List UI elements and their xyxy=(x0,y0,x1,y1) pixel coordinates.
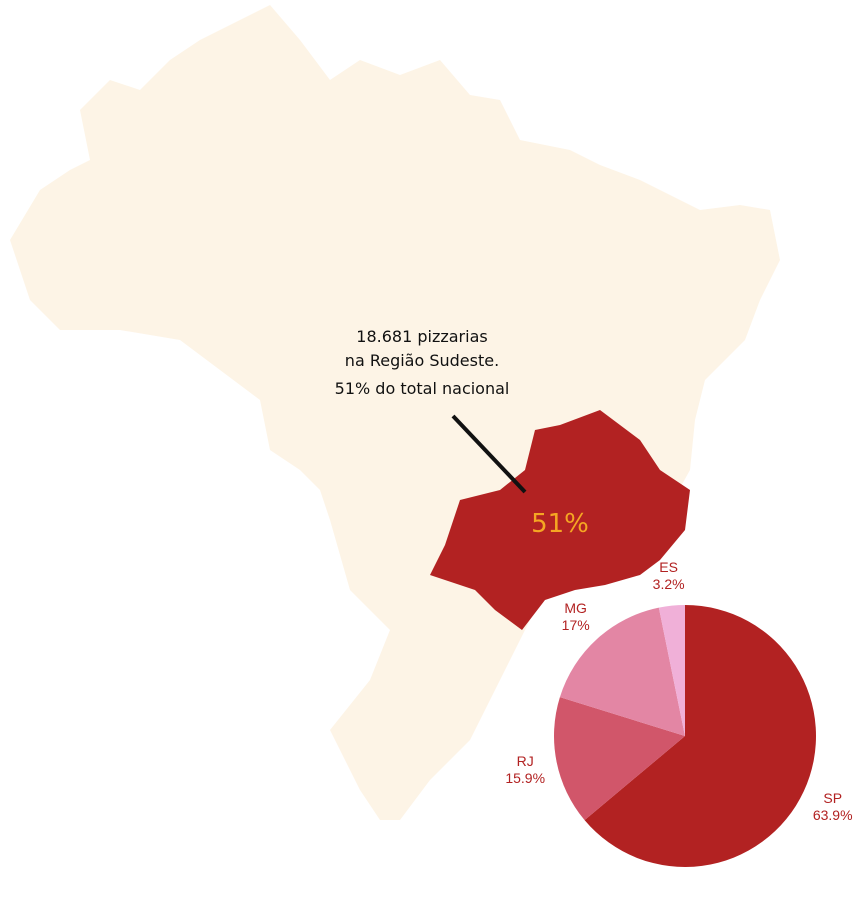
brazil-map xyxy=(10,5,780,820)
slice-value: 15.9% xyxy=(505,770,545,786)
annotation-line: 18.681 pizzarias xyxy=(356,327,487,346)
slice-label: ES xyxy=(659,559,678,575)
slice-label: RJ xyxy=(517,753,534,769)
callout-line xyxy=(451,414,527,494)
pie-slice xyxy=(554,697,685,821)
annotation-line: 51% do total nacional xyxy=(335,379,510,398)
southeast-region xyxy=(430,410,690,630)
slice-value: 63.9% xyxy=(813,807,853,823)
slice-label: SP xyxy=(823,790,842,806)
slice-value: 17% xyxy=(562,617,590,633)
slice-label: MG xyxy=(564,600,587,616)
slice-value: 3.2% xyxy=(653,576,685,592)
pie-slice xyxy=(584,605,817,867)
map-label: 51% xyxy=(531,509,589,539)
annotation-line: na Região Sudeste. xyxy=(345,351,499,370)
pie-slice xyxy=(658,605,685,736)
pie-slice xyxy=(559,607,685,736)
